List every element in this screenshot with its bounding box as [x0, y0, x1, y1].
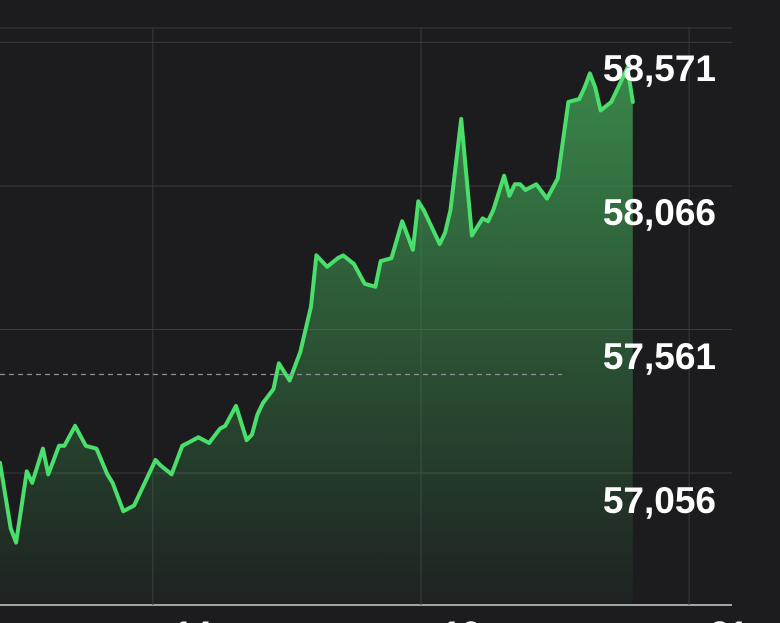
y-tick-label: 58,571	[603, 48, 716, 89]
series-area-fill	[0, 67, 633, 606]
y-tick-label: 57,561	[603, 336, 716, 377]
x-tick-label: 21	[710, 615, 748, 623]
x-tick-label: 16	[442, 615, 480, 623]
series-line	[0, 65, 635, 545]
y-tick-label: 58,066	[603, 192, 716, 233]
x-tick-label: 14	[174, 615, 212, 623]
y-tick-label: 57,056	[603, 480, 716, 521]
